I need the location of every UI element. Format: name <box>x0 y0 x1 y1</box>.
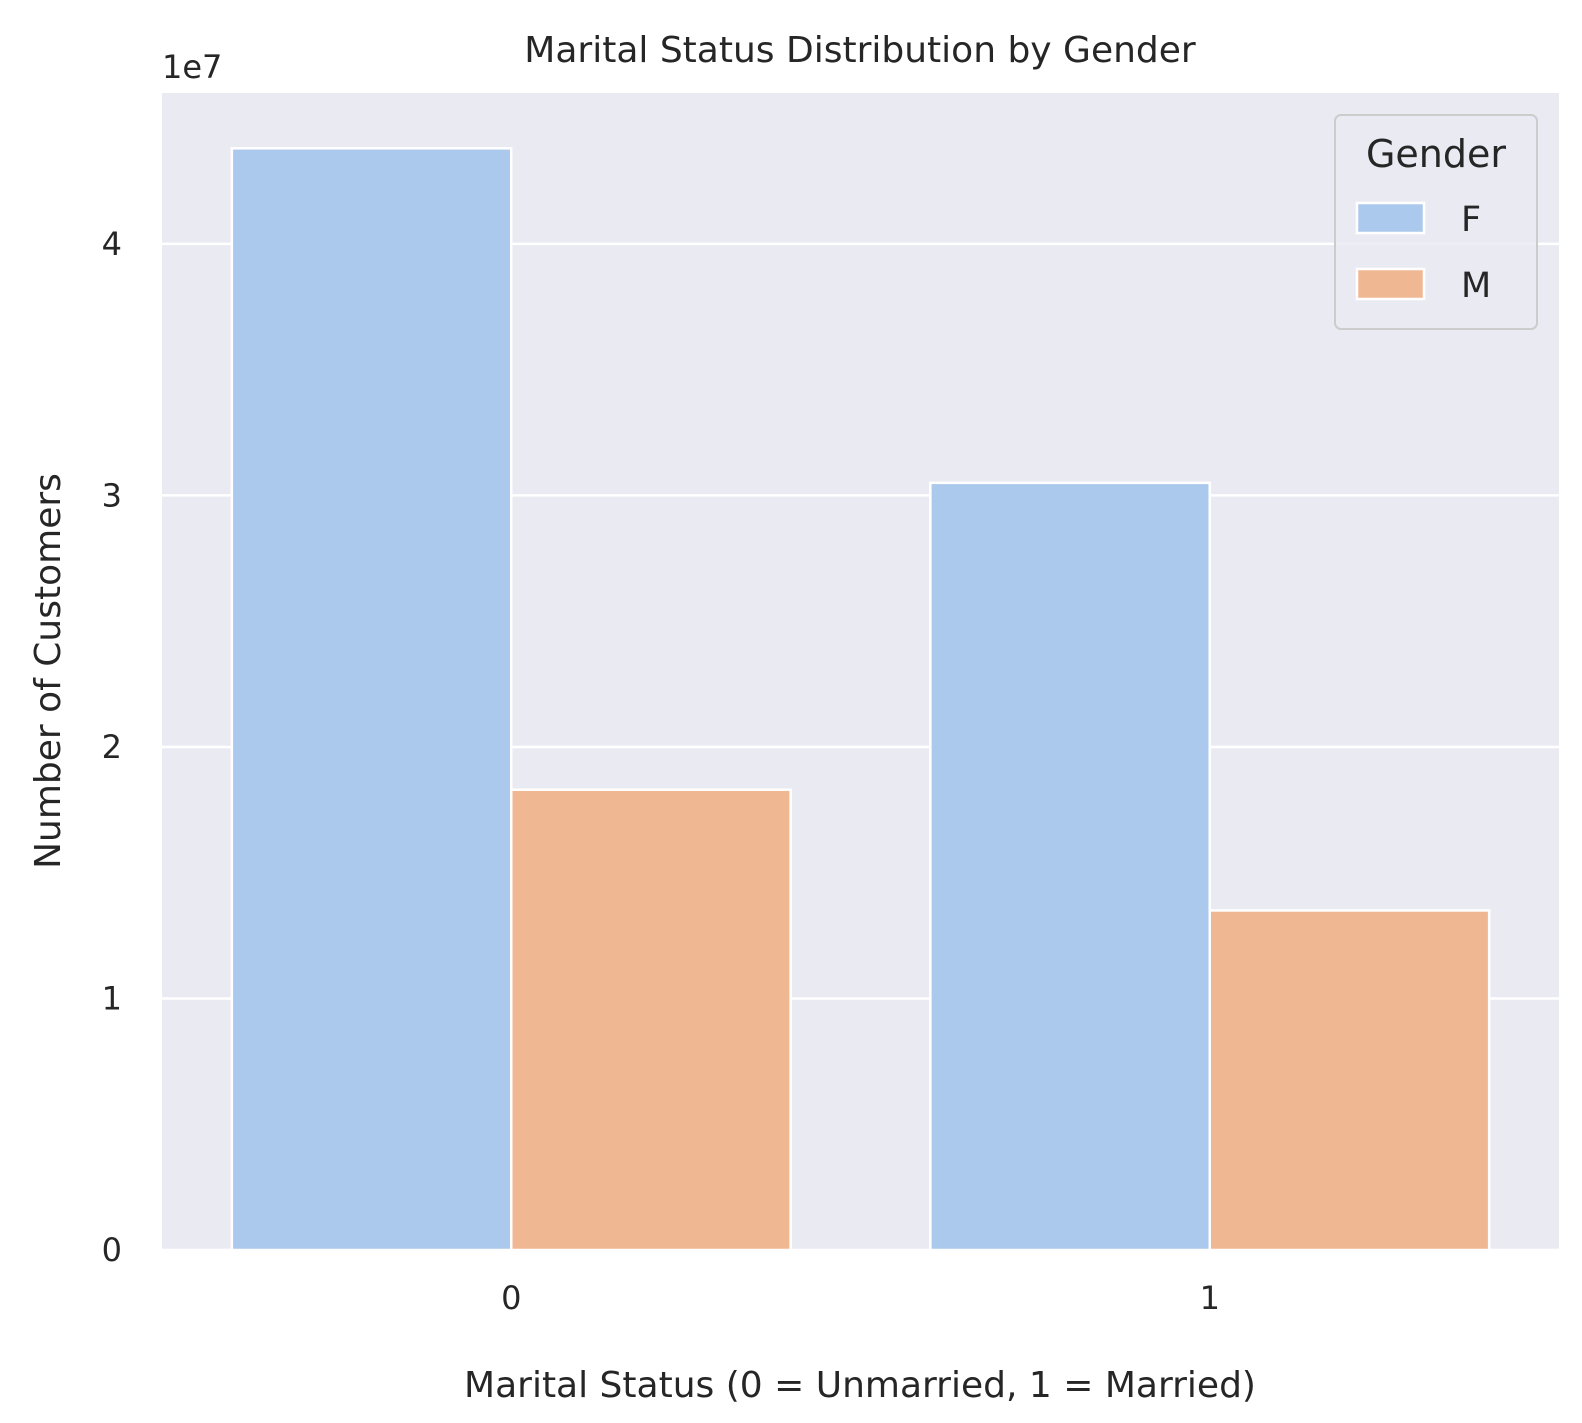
y-tick-label: 1 <box>102 979 122 1017</box>
legend-swatch-m <box>1355 267 1426 301</box>
y-axis-label: Number of Customers <box>28 473 69 869</box>
x-tick-label: 1 <box>1200 1279 1220 1317</box>
legend-title: Gender <box>1366 132 1506 176</box>
chart-title: Marital Status Distribution by Gender <box>524 30 1196 71</box>
x-tick-label: 0 <box>501 1279 521 1317</box>
bar-f-1 <box>929 481 1211 1252</box>
legend-entries: FM <box>1355 200 1491 306</box>
legend-label-m: M <box>1461 266 1491 306</box>
y-axis-offset-label: 1e7 <box>162 48 222 86</box>
y-tick-label: 2 <box>102 728 122 766</box>
legend: Gender FM <box>1334 114 1538 330</box>
y-axis-ticks: 0 1 2 3 4 <box>102 225 122 1269</box>
legend-swatch-f <box>1355 201 1426 235</box>
bar-m-0 <box>510 788 792 1252</box>
y-tick-label: 4 <box>102 225 122 263</box>
legend-label-f: F <box>1461 200 1481 240</box>
bars <box>230 147 1491 1252</box>
y-tick-label: 3 <box>102 476 122 514</box>
bar-m-1 <box>1208 909 1491 1252</box>
y-tick-label: 0 <box>102 1231 122 1269</box>
bar-f-0 <box>230 147 513 1252</box>
x-axis-label: Marital Status (0 = Unmarried, 1 = Marri… <box>464 1365 1256 1406</box>
